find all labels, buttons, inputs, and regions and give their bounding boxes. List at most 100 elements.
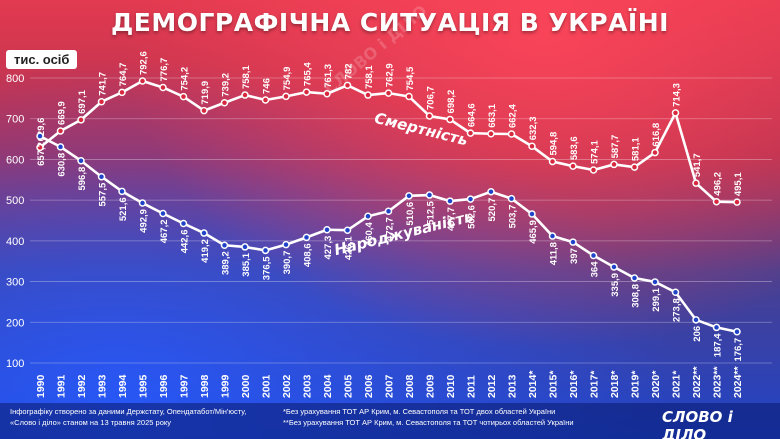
x-tick-label: 2023**: [712, 366, 724, 398]
data-label: 764,7: [118, 63, 129, 87]
data-label: 364: [590, 261, 601, 278]
data-label: 792,6: [139, 51, 150, 75]
data-point: [159, 209, 167, 218]
y-tick-label: 600: [6, 154, 24, 166]
x-tick-label: 2005: [343, 374, 355, 398]
data-point: [138, 77, 147, 85]
data-point: [36, 132, 44, 140]
x-tick-label: 2004: [322, 374, 334, 398]
data-label: 706,7: [426, 86, 437, 110]
data-point: [405, 192, 413, 200]
data-point: [97, 97, 106, 106]
data-label: 503,7: [508, 205, 519, 229]
data-point: [507, 194, 516, 203]
x-tick-label: 2019*: [630, 370, 642, 398]
data-label: 467,2: [159, 219, 170, 243]
data-point: [56, 127, 65, 135]
data-label: 541,7: [692, 153, 703, 177]
data-point: [548, 157, 557, 166]
data-label: 758,1: [364, 65, 375, 89]
data-label: 442,6: [180, 230, 191, 254]
data-point: [159, 83, 167, 92]
data-point: [97, 172, 106, 181]
data-label: 389,2: [221, 251, 232, 275]
unit-badge: тис. осіб: [6, 50, 78, 69]
data-label: 629,6: [36, 118, 47, 142]
data-point: [651, 278, 659, 286]
data-point: [364, 212, 372, 221]
data-point: [589, 251, 598, 260]
data-label: 557,5: [98, 182, 109, 206]
data-point: [630, 163, 639, 171]
data-label: 587,7: [610, 135, 621, 159]
source-note: Інфографіку створено за даними Держстату…: [10, 407, 247, 427]
data-point: [446, 115, 454, 124]
x-tick-label: 1998: [199, 374, 211, 398]
data-point: [630, 274, 639, 282]
data-point: [651, 148, 659, 157]
data-point: [241, 243, 249, 251]
data-label: 512,5: [426, 200, 437, 224]
data-point: [733, 198, 741, 206]
data-label: 663,1: [487, 103, 498, 127]
data-label: 714,3: [672, 83, 683, 107]
data-point: [200, 106, 208, 115]
x-tick-label: 2021*: [671, 370, 683, 398]
x-tick-label: 2000: [240, 374, 252, 398]
data-label: 758,1: [241, 65, 252, 89]
data-label: 669,9: [57, 101, 68, 125]
y-tick-label: 500: [6, 195, 24, 207]
data-label: 594,8: [549, 132, 560, 156]
chart-title: ДЕМОГРАФІЧНА СИТУАЦІЯ В УКРАЇНІ: [111, 8, 669, 37]
x-tick-label: 2016*: [568, 370, 580, 398]
data-label: 596,8: [77, 167, 88, 191]
x-tick-label: 2009: [425, 374, 437, 398]
data-point: [466, 129, 475, 137]
data-point: [692, 316, 700, 324]
data-label: 397: [569, 248, 580, 264]
data-label: 335,9: [610, 273, 621, 297]
data-label: 698,2: [446, 90, 457, 114]
data-label: 460,4: [364, 222, 375, 246]
data-label: 376,5: [262, 256, 273, 280]
y-tick-label: 300: [6, 277, 24, 289]
data-label: 427,3: [323, 236, 334, 260]
y-tick-label: 700: [6, 114, 24, 126]
data-point: [323, 225, 331, 234]
data-label: 502,6: [467, 205, 478, 229]
data-point: [733, 328, 741, 336]
data-label: 754,9: [282, 67, 293, 91]
data-label: 426,1: [344, 236, 355, 260]
data-label: 176,7: [733, 338, 744, 362]
data-label: 776,7: [159, 58, 170, 82]
data-point: [364, 91, 372, 99]
data-point: [118, 88, 126, 97]
data-label: 739,2: [221, 73, 232, 97]
x-tick-label: 2015*: [548, 370, 560, 398]
data-label: 754,5: [405, 66, 416, 90]
data-point: [610, 160, 618, 169]
data-point: [487, 187, 495, 196]
x-tick-label: 1992: [76, 374, 88, 398]
x-tick-label: 2018*: [609, 370, 621, 398]
data-label: 385,1: [241, 252, 252, 276]
data-label: 411,8: [549, 242, 560, 265]
y-tick-label: 800: [6, 73, 24, 85]
x-tick-label: 2008: [404, 374, 416, 398]
data-label: 581,1: [631, 137, 642, 161]
data-label: 472,7: [385, 217, 396, 241]
data-label: 741,7: [98, 72, 109, 96]
data-point: [261, 246, 270, 255]
data-point: [200, 229, 208, 237]
data-label: 765,4: [303, 62, 314, 86]
y-tick-label: 100: [6, 358, 24, 370]
data-point: [343, 81, 352, 90]
brand-logo: СЛОВО і ДІЛО: [662, 408, 733, 439]
data-label: 299,1: [651, 287, 662, 311]
x-tick-label: 2020*: [650, 370, 662, 398]
x-tick-label: 1999: [220, 374, 232, 398]
footer-bar: [0, 403, 780, 439]
data-point: [261, 96, 270, 104]
x-tick-label: 2013: [507, 374, 519, 398]
